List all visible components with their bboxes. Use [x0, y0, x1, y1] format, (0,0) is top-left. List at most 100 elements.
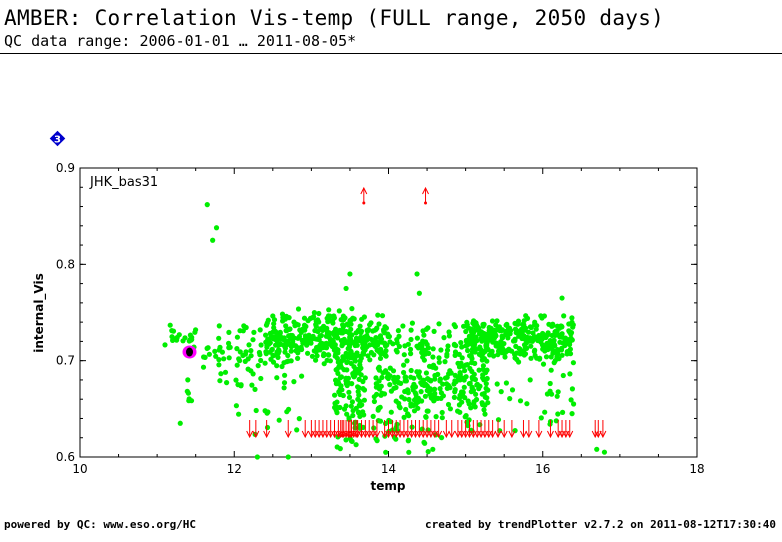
- data-point: [472, 376, 478, 383]
- data-point: [470, 349, 476, 355]
- data-point: [318, 332, 324, 339]
- data-point: [547, 380, 553, 387]
- data-point: [357, 425, 363, 431]
- data-point: [327, 313, 333, 319]
- data-point: [313, 357, 319, 363]
- data-point: [436, 359, 442, 365]
- data-point: [314, 353, 320, 359]
- data-point: [339, 387, 345, 393]
- data-point: [528, 355, 534, 361]
- data-point: [421, 332, 427, 338]
- data-point: [364, 333, 370, 339]
- data-point: [509, 387, 516, 393]
- data-point: [344, 359, 351, 365]
- data-point: [430, 354, 436, 360]
- data-point: [456, 351, 462, 357]
- data-point: [290, 339, 296, 345]
- data-point: [354, 350, 360, 356]
- data-point: [248, 348, 254, 354]
- arrow-head-down: [489, 430, 497, 439]
- data-point: [354, 342, 360, 348]
- data-point: [396, 400, 402, 406]
- data-point: [408, 336, 414, 343]
- data-point: [502, 354, 508, 360]
- data-point: [394, 421, 400, 427]
- data-point: [512, 320, 518, 326]
- data-point: [425, 408, 431, 414]
- data-point: [254, 454, 260, 460]
- data-point: [348, 326, 354, 332]
- data-point: [484, 375, 490, 382]
- data-point: [360, 350, 366, 356]
- data-point: [447, 385, 453, 391]
- data-point: [433, 414, 439, 420]
- data-point: [343, 403, 349, 409]
- arrow-head-down: [448, 430, 456, 439]
- data-point: [250, 337, 256, 343]
- data-point: [559, 352, 565, 358]
- data-point: [333, 381, 339, 387]
- data-point: [472, 336, 478, 342]
- data-point: [444, 347, 451, 353]
- arrow-head-up: [360, 186, 368, 195]
- data-point: [272, 328, 278, 334]
- data-points: [162, 202, 608, 460]
- data-point: [395, 328, 401, 334]
- data-point: [351, 374, 357, 380]
- data-point: [480, 363, 486, 369]
- data-point: [263, 322, 270, 328]
- data-point: [538, 415, 544, 421]
- data-point: [298, 346, 304, 352]
- data-point: [569, 411, 575, 417]
- plot-badge[interactable]: 3: [49, 130, 66, 147]
- data-point: [439, 415, 445, 421]
- data-point: [497, 349, 504, 355]
- data-point: [549, 391, 555, 397]
- data-point: [512, 355, 518, 361]
- data-point: [422, 393, 428, 399]
- data-point: [484, 395, 490, 401]
- data-point: [418, 389, 424, 395]
- arrow-head-down: [301, 430, 309, 439]
- data-point: [557, 339, 563, 345]
- data-point: [553, 332, 559, 338]
- data-point: [394, 337, 400, 343]
- data-point: [468, 405, 474, 411]
- data-point: [414, 399, 420, 405]
- data-point: [305, 350, 311, 356]
- y-tick-label: 0.6: [56, 450, 75, 464]
- data-point: [282, 372, 288, 378]
- data-point: [274, 375, 280, 381]
- data-point: [544, 391, 551, 397]
- data-point: [438, 347, 444, 353]
- data-point: [496, 342, 502, 348]
- data-point: [415, 395, 421, 401]
- data-point: [344, 382, 350, 389]
- data-point: [440, 393, 446, 399]
- data-point: [542, 409, 548, 415]
- data-point: [180, 338, 186, 344]
- arrow-head-down: [373, 430, 381, 439]
- data-point: [451, 341, 457, 347]
- data-point: [480, 402, 486, 408]
- data-point: [315, 328, 321, 335]
- data-point: [426, 350, 432, 356]
- data-point: [282, 349, 288, 355]
- data-point: [411, 408, 418, 414]
- data-point: [521, 318, 527, 324]
- data-point: [423, 326, 429, 332]
- data-point: [469, 368, 475, 374]
- data-point: [286, 333, 292, 339]
- data-point: [360, 386, 366, 392]
- data-point: [535, 337, 541, 344]
- data-point: [347, 271, 353, 277]
- data-point: [570, 360, 577, 366]
- arrow-head-down: [535, 430, 543, 439]
- data-point: [381, 327, 387, 333]
- data-point: [248, 353, 254, 359]
- data-point: [331, 347, 337, 353]
- data-point: [431, 397, 437, 404]
- arrow-head-down: [508, 430, 516, 439]
- data-point: [560, 372, 566, 379]
- outlier-dot: [424, 201, 428, 205]
